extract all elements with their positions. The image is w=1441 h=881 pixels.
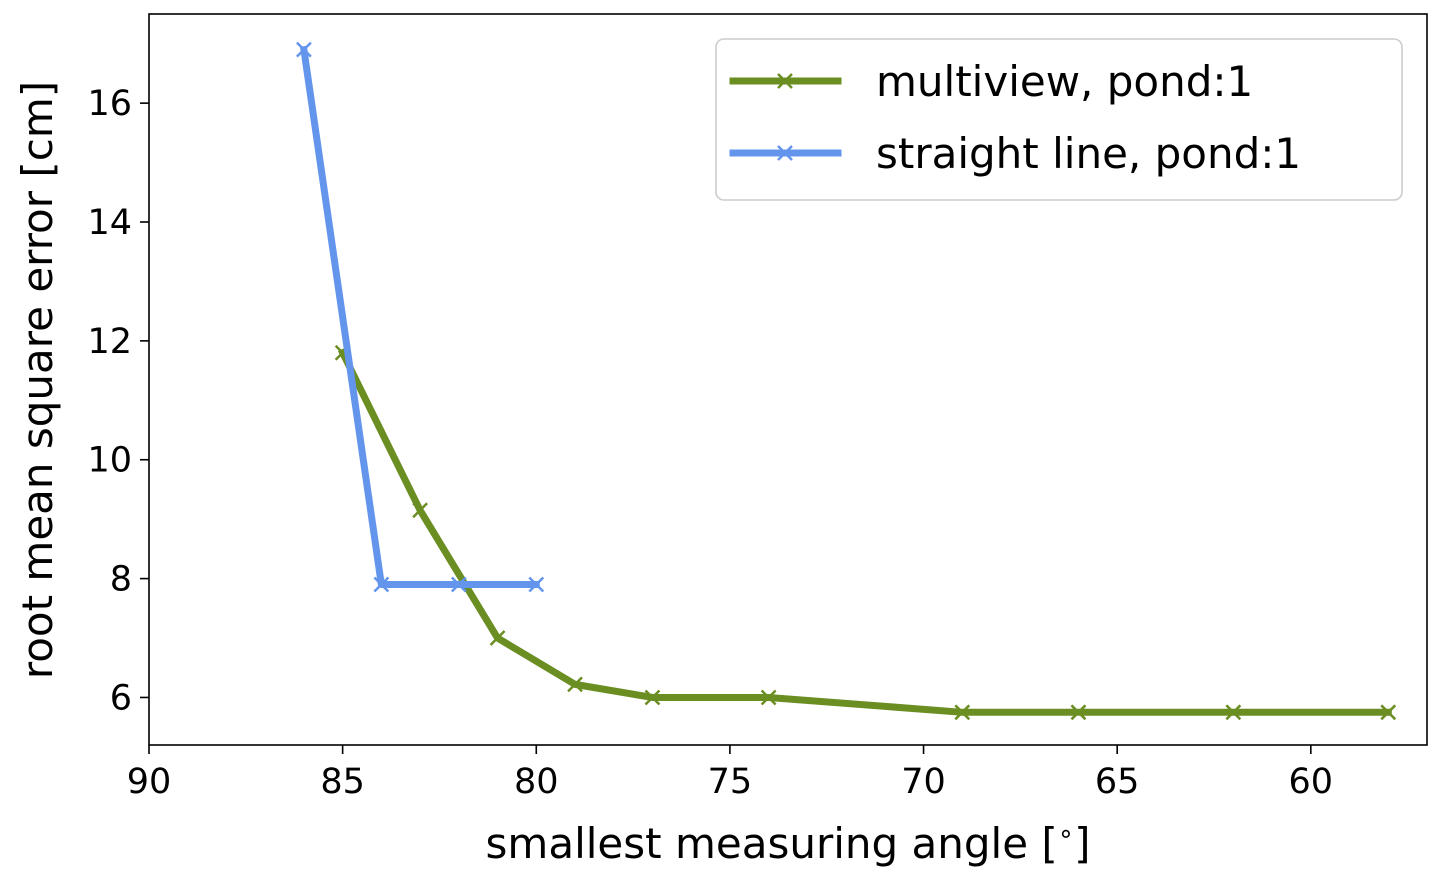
data-point-multiview	[1070, 704, 1087, 721]
y-axis-label: root mean square error [cm]	[13, 81, 62, 679]
x-tick-label: 85	[320, 762, 365, 802]
legend-marker-straight-line	[777, 145, 793, 161]
data-point-multiview	[760, 689, 777, 706]
x-tick-label: 80	[514, 762, 559, 802]
y-tick-label: 10	[87, 441, 132, 481]
y-axis: 6 8 10 12 14 16	[87, 84, 149, 718]
data-point-multiview	[412, 502, 428, 519]
data-point-multiview	[644, 689, 661, 706]
x-tick-label: 75	[708, 762, 753, 802]
x-axis-label: smallest measuring angle [∘]	[486, 819, 1091, 868]
y-tick-label: 6	[110, 678, 132, 718]
data-point-straight-line	[450, 576, 467, 593]
data-point-multiview	[489, 630, 506, 646]
x-tick-label: 65	[1095, 762, 1140, 802]
legend-marker-multiview	[777, 73, 793, 89]
y-tick-label: 8	[110, 560, 132, 600]
data-point-multiview	[1225, 704, 1242, 721]
legend: multiview, pond:1 straight line, pond:1	[715, 38, 1403, 201]
data-point-straight-line	[296, 41, 312, 58]
x-tick-label: 60	[1289, 762, 1334, 802]
x-axis: 90 85 80 75 70 65 60	[127, 745, 1333, 802]
data-point-multiview	[567, 676, 583, 693]
data-point-straight-line	[528, 576, 545, 593]
data-point-straight-line	[373, 576, 390, 593]
x-axis-label-close: ]	[1074, 819, 1090, 868]
legend-entry-multiview: multiview, pond:1	[729, 57, 1253, 106]
data-point-multiview	[954, 704, 971, 721]
series-line-multiview	[337, 348, 1392, 716]
y-tick-label: 12	[87, 322, 132, 362]
legend-label-multiview: multiview, pond:1	[876, 57, 1253, 106]
series-layer	[296, 41, 1397, 721]
x-axis-label-text: smallest measuring angle [	[486, 819, 1058, 868]
legend-box	[715, 38, 1403, 201]
y-tick-label: 16	[87, 84, 132, 124]
series-line-straight-line	[299, 45, 540, 589]
legend-label-straight-line: straight line, pond:1	[876, 129, 1301, 178]
x-tick-label: 90	[127, 762, 172, 802]
x-axis-label-degree: ∘	[1058, 819, 1074, 849]
data-point-multiview	[1380, 704, 1397, 721]
y-tick-label: 14	[87, 203, 132, 243]
plot-frame	[148, 13, 1428, 746]
legend-entry-straight-line: straight line, pond:1	[729, 129, 1301, 178]
x-tick-label: 70	[901, 762, 946, 802]
